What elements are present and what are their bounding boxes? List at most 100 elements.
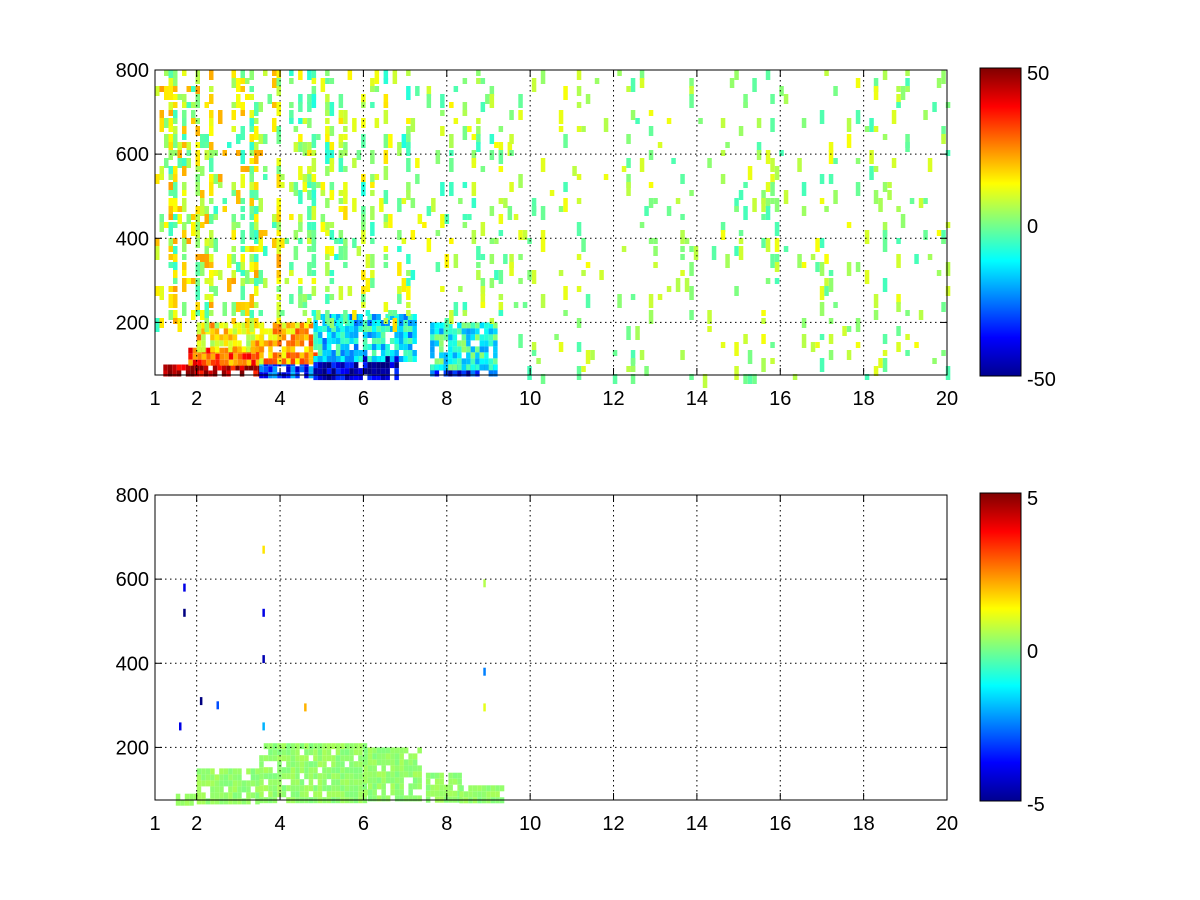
- heatmap-cell: [313, 755, 318, 762]
- heatmap-cell: [304, 743, 309, 750]
- heatmap-cell: [268, 743, 273, 750]
- heatmap-cell: [295, 352, 300, 359]
- heatmap-cell: [298, 102, 303, 112]
- heatmap-cell: [334, 238, 339, 244]
- heatmap-cell: [206, 359, 211, 366]
- heatmap-cell: [452, 370, 458, 377]
- heatmap-cell: [824, 206, 829, 212]
- heatmap-cell: [452, 334, 458, 341]
- heatmap-cell: [289, 110, 294, 120]
- heatmap-cell: [293, 246, 299, 260]
- heatmap-cell: [254, 270, 259, 280]
- heatmap-cell: [493, 364, 498, 371]
- heatmap-cell: [255, 786, 260, 793]
- heatmap-cell: [457, 340, 462, 347]
- heatmap-cell: [361, 214, 366, 224]
- heatmap-cell: [272, 779, 278, 786]
- heatmap-cell: [761, 198, 766, 212]
- heatmap-cell: [245, 270, 250, 284]
- heatmap-cell: [276, 270, 281, 284]
- heatmap-cell: [475, 346, 480, 353]
- heatmap-cell: [331, 332, 336, 338]
- heatmap-cell: [182, 102, 187, 108]
- heatmap-cell: [254, 142, 259, 152]
- heatmap-cell: [177, 158, 182, 168]
- heatmap-cell: [246, 346, 251, 353]
- heatmap-cell: [338, 198, 344, 204]
- heatmap-cell: [390, 765, 395, 772]
- heatmap-cell: [224, 359, 229, 366]
- heatmap-cell: [196, 334, 202, 341]
- heatmap-cell: [448, 334, 453, 341]
- heatmap-cell: [185, 364, 191, 371]
- heatmap-cell: [352, 310, 357, 320]
- heatmap-cell: [258, 134, 263, 144]
- x-tick-label: 16: [769, 388, 791, 410]
- heatmap-cell: [173, 318, 178, 324]
- heatmap-cell: [743, 374, 748, 384]
- heatmap-cell: [254, 302, 259, 308]
- heatmap-cell: [833, 302, 838, 308]
- heatmap-cell: [770, 158, 775, 172]
- heatmap-cell: [439, 364, 444, 371]
- heatmap-cell: [343, 142, 348, 152]
- heatmap-cell: [322, 320, 327, 326]
- heatmap-cell: [408, 771, 413, 778]
- heatmap-cell: [389, 314, 395, 320]
- heatmap-cell: [443, 352, 449, 359]
- heatmap-cell: [259, 785, 264, 792]
- heatmap-cell: [209, 110, 214, 120]
- heatmap-cell: [648, 294, 654, 308]
- heatmap-cell: [249, 190, 254, 204]
- heatmap-cell: [276, 70, 281, 80]
- heatmap-cell: [308, 785, 314, 792]
- heatmap-cell: [311, 158, 317, 172]
- heatmap-cell: [308, 352, 314, 359]
- heatmap-cell: [295, 328, 300, 335]
- heatmap-cell: [558, 270, 564, 276]
- heatmap-cell: [410, 270, 416, 280]
- heatmap-cell: [263, 340, 269, 347]
- heatmap-cell: [242, 353, 247, 360]
- heatmap-cell: [196, 322, 202, 329]
- heatmap-cell: [268, 755, 273, 762]
- heatmap-cell: [195, 238, 200, 248]
- heatmap-cell: [711, 246, 717, 260]
- heatmap-cell: [531, 198, 537, 212]
- heatmap-cell: [680, 254, 685, 260]
- heatmap-cell: [408, 765, 413, 772]
- heatmap-cell: [440, 126, 445, 136]
- heatmap-cell: [603, 174, 609, 180]
- heatmap-cell: [204, 318, 209, 332]
- heatmap-cell: [499, 785, 505, 792]
- heatmap-cell: [434, 334, 440, 341]
- heatmap-cell: [276, 198, 281, 208]
- heatmap-cell: [518, 110, 523, 120]
- heatmap-cell: [540, 230, 546, 240]
- heatmap-cell: [779, 86, 784, 96]
- heatmap-cell: [479, 322, 485, 329]
- heatmap-cell: [173, 126, 178, 140]
- colorbar-gradient-2: [979, 492, 1022, 802]
- colorbar-mid-label-1: 0: [1027, 216, 1038, 238]
- heatmap-cell: [177, 142, 182, 156]
- heatmap-cell: [249, 134, 254, 148]
- heatmap-cell: [558, 342, 564, 352]
- heatmap-cell: [412, 332, 417, 338]
- heatmap-cell: [276, 134, 281, 144]
- heatmap-cell: [232, 328, 238, 335]
- heatmap-cell: [168, 174, 173, 180]
- heatmap-cell: [480, 254, 486, 260]
- heatmap-cell: [540, 294, 546, 308]
- heatmap-cell: [484, 364, 489, 371]
- heatmap-cell: [397, 246, 402, 252]
- heatmap-cell: [518, 334, 523, 348]
- heatmap-cell: [317, 326, 323, 332]
- heatmap-cell: [164, 86, 169, 100]
- heatmap-cell: [195, 118, 200, 124]
- heatmap-cell: [159, 86, 164, 92]
- heatmap-cell: [276, 182, 281, 188]
- heatmap-cell: [494, 238, 499, 244]
- heatmap-cell: [241, 322, 247, 329]
- heatmap-cell: [439, 346, 444, 353]
